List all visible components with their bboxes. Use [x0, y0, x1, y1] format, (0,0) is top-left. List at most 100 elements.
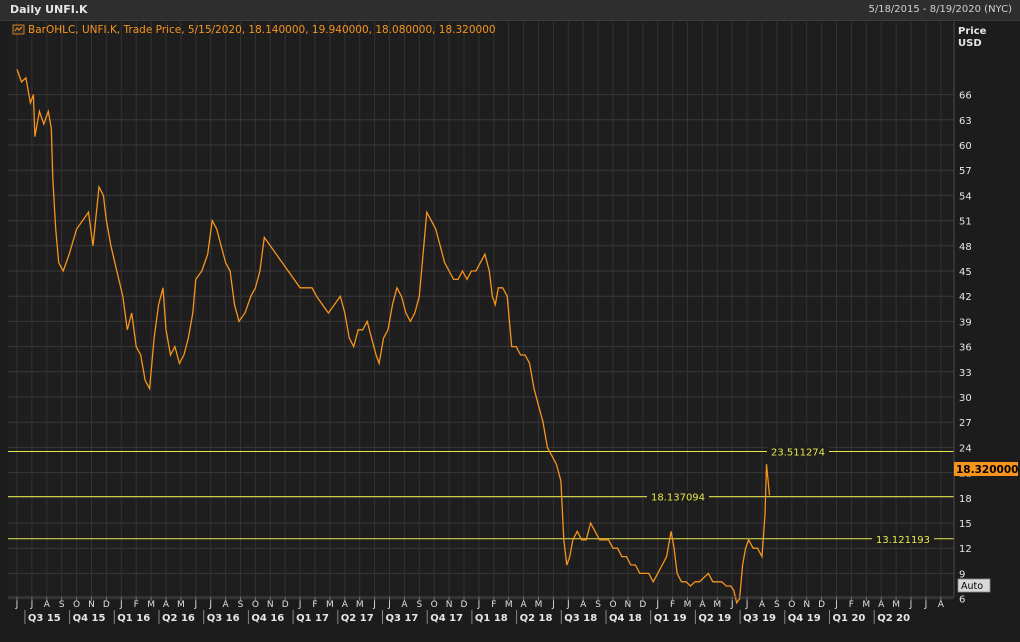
x-month-label: D — [818, 600, 825, 610]
x-quarter-label: Q2 18 — [520, 613, 553, 624]
y-tick-label: 9 — [959, 569, 965, 580]
auto-scale-button[interactable]: Auto — [957, 578, 991, 593]
y-tick-label: 30 — [959, 393, 972, 404]
x-month-label: F — [670, 600, 675, 610]
y-tick-label: 57 — [959, 166, 972, 177]
x-month-label: J — [298, 600, 302, 610]
y-tick-label: 12 — [959, 544, 972, 555]
x-month-label: M — [147, 600, 155, 610]
x-quarter-label: Q4 17 — [430, 613, 463, 624]
x-quarter-label: Q1 20 — [833, 613, 866, 624]
x-month-label: J — [372, 600, 376, 610]
x-month-label: A — [163, 600, 170, 610]
legend-line-icon — [14, 26, 23, 32]
level-label: 23.511274 — [771, 448, 825, 459]
x-month-label: O — [252, 600, 259, 610]
y-tick-label: 45 — [959, 267, 972, 278]
x-month-label: M — [892, 600, 900, 610]
x-month-label: J — [745, 600, 749, 610]
level-label-bg — [647, 490, 709, 503]
y-tick-label: 42 — [959, 292, 972, 303]
x-month-label: O — [609, 600, 616, 610]
x-quarter-label: Q2 20 — [877, 613, 910, 624]
x-month-label: S — [774, 600, 780, 610]
x-quarter-label: Q2 16 — [162, 613, 195, 624]
x-month-label: F — [134, 600, 139, 610]
x-month-label: N — [625, 600, 632, 610]
x-month-label: A — [938, 600, 945, 610]
x-month-label: A — [223, 600, 230, 610]
x-quarter-label: Q3 16 — [207, 613, 240, 624]
x-month-label: J — [551, 600, 555, 610]
plot-area — [8, 22, 954, 597]
x-month-label: J — [655, 600, 659, 610]
x-month-label: D — [103, 600, 110, 610]
legend: BarOHLC, UNFI.K, Trade Price, 5/15/2020,… — [12, 24, 496, 36]
level-label-bg — [872, 532, 934, 545]
y-tick-label: 6 — [959, 595, 965, 606]
auto-button-label[interactable]: Auto — [961, 581, 983, 592]
current-price-badge — [954, 462, 1018, 476]
x-quarter-label: Q4 19 — [788, 613, 821, 624]
x-month-label: M — [505, 600, 513, 610]
x-month-label: F — [491, 600, 496, 610]
x-month-label: S — [595, 600, 601, 610]
x-month-label: J — [566, 600, 570, 610]
y-axis-label-unit: USD — [958, 38, 982, 49]
x-month-label: A — [580, 600, 587, 610]
y-tick-label: 54 — [959, 191, 972, 202]
x-quarter-label: Q1 17 — [296, 613, 329, 624]
y-tick-label: 63 — [959, 116, 972, 127]
x-month-label: F — [849, 600, 854, 610]
x-quarter-label: Q3 17 — [386, 613, 419, 624]
level-label: 13.121193 — [876, 535, 930, 546]
x-quarter-label: Q3 18 — [564, 613, 597, 624]
x-quarter-label: Q1 16 — [117, 613, 150, 624]
x-month-label: M — [535, 600, 543, 610]
x-month-label: O — [73, 600, 80, 610]
x-month-label: S — [238, 600, 244, 610]
grid-lines — [8, 22, 954, 600]
x-month-label: D — [282, 600, 289, 610]
x-month-label: M — [356, 600, 364, 610]
x-quarter-label: Q2 17 — [341, 613, 374, 624]
y-tick-label: 36 — [959, 343, 972, 354]
x-month-label: M — [684, 600, 692, 610]
y-tick-label: 66 — [959, 91, 972, 102]
x-month-label: D — [461, 600, 468, 610]
x-month-label: M — [713, 600, 721, 610]
x-quarter-label: Q1 18 — [475, 613, 508, 624]
x-month-label: J — [119, 600, 123, 610]
x-month-label: J — [477, 600, 481, 610]
chart-title: Daily UNFI.K — [10, 3, 88, 16]
x-quarter-label: Q3 15 — [28, 613, 61, 624]
y-tick-label: 60 — [959, 141, 972, 152]
x-month-label: A — [759, 600, 766, 610]
y-tick-label: 48 — [959, 242, 972, 253]
x-month-label: N — [88, 600, 95, 610]
x-month-label: O — [431, 600, 438, 610]
x-month-label: J — [193, 600, 197, 610]
x-month-label: J — [208, 600, 212, 610]
legend-text: BarOHLC, UNFI.K, Trade Price, 5/15/2020,… — [28, 24, 496, 36]
y-tick-label: 51 — [959, 217, 972, 228]
fib-levels: 23.511274 18.137094 13.121193 — [8, 445, 954, 546]
x-month-label: O — [788, 600, 795, 610]
x-month-label: S — [416, 600, 422, 610]
y-tick-label: 18 — [959, 494, 972, 505]
y-tick-label: 39 — [959, 317, 972, 328]
x-month-label: N — [803, 600, 810, 610]
x-axis-quarters: Q3 15 Q4 15 Q1 16 Q2 16 Q3 16 Q4 16 Q1 17 Q2 17… — [24, 610, 910, 624]
current-price-value: 18.320000 — [956, 464, 1018, 476]
x-quarter-label: Q4 16 — [251, 613, 284, 624]
y-tick-label: 24 — [959, 443, 972, 454]
x-month-label: A — [342, 600, 349, 610]
title-bar: Daily UNFI.K 5/18/2015 - 8/19/2020 (NYC) — [0, 0, 1020, 21]
x-month-label: J — [387, 600, 391, 610]
price-series-line — [16, 69, 771, 605]
y-tick-label: 33 — [959, 368, 972, 379]
auto-button-bg[interactable] — [957, 578, 991, 593]
